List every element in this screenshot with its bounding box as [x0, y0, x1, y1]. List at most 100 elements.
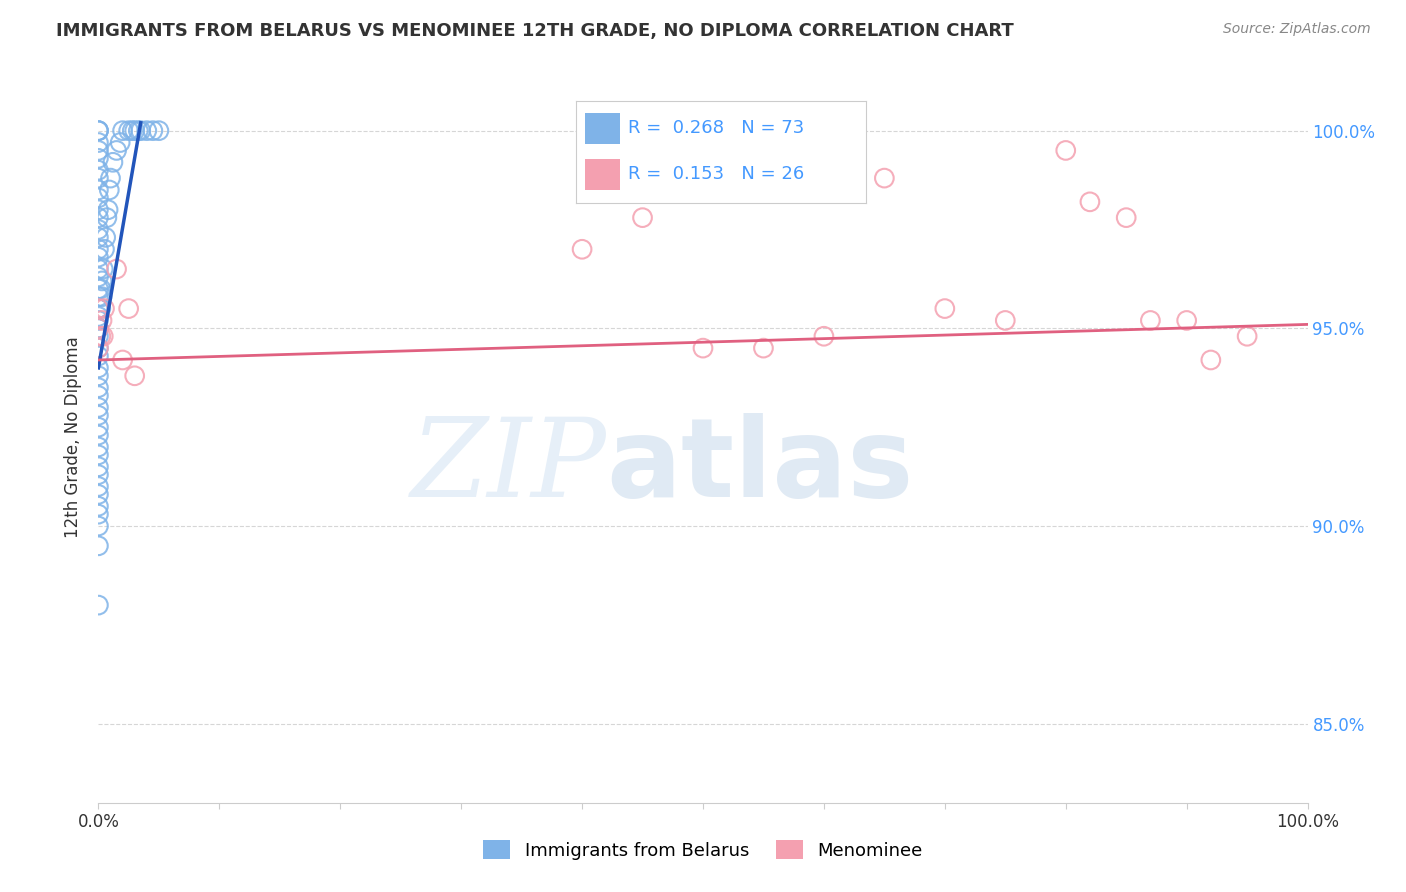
Point [96, 211, 118, 225]
Point [87, 290, 110, 304]
Point [87, 136, 110, 150]
Point [1054, 144, 1077, 158]
Point [87, 301, 110, 316]
Point [87, 171, 110, 186]
Text: IMMIGRANTS FROM BELARUS VS MENOMINEE 12TH GRADE, NO DIPLOMA CORRELATION CHART: IMMIGRANTS FROM BELARUS VS MENOMINEE 12T… [56, 22, 1014, 40]
Point [87, 341, 110, 355]
Point [87, 341, 110, 355]
Point [87, 222, 110, 236]
Point [87, 301, 110, 316]
Point [631, 211, 654, 225]
Point [873, 171, 896, 186]
Point [127, 123, 149, 137]
Point [118, 123, 141, 137]
Point [87, 401, 110, 415]
Point [87, 459, 110, 474]
Point [87, 507, 110, 521]
Point [1115, 211, 1137, 225]
Point [87, 487, 110, 501]
Point [91, 290, 114, 304]
Point [994, 313, 1017, 327]
Point [87, 250, 110, 264]
Point [121, 123, 143, 137]
Point [752, 341, 775, 355]
Point [571, 242, 593, 256]
Point [87, 500, 110, 514]
Point [87, 123, 110, 137]
Point [87, 321, 110, 335]
Point [87, 381, 110, 395]
Point [87, 301, 110, 316]
Point [87, 242, 110, 256]
Point [87, 349, 110, 363]
Point [135, 123, 157, 137]
Point [87, 539, 110, 553]
Point [87, 282, 110, 296]
Point [87, 123, 110, 137]
Point [87, 428, 110, 442]
Point [94, 230, 117, 244]
Point [87, 467, 110, 482]
Point [98, 183, 121, 197]
Point [124, 123, 146, 137]
Point [91, 274, 114, 288]
Point [87, 269, 110, 284]
Point [90, 301, 112, 316]
Point [87, 144, 110, 158]
Point [87, 420, 110, 434]
Point [87, 448, 110, 462]
Point [93, 242, 115, 256]
Point [87, 301, 110, 316]
Point [87, 310, 110, 324]
Point [87, 329, 110, 343]
Point [87, 313, 110, 327]
Point [91, 329, 114, 343]
Text: atlas: atlas [606, 413, 914, 520]
Point [87, 321, 110, 335]
Point [87, 262, 110, 277]
Point [105, 262, 128, 277]
Point [111, 123, 134, 137]
Point [105, 144, 128, 158]
Point [93, 301, 115, 316]
Point [148, 123, 170, 137]
Point [87, 191, 110, 205]
Point [101, 155, 124, 169]
Point [91, 313, 114, 327]
Point [87, 440, 110, 454]
Point [87, 211, 110, 225]
Point [1139, 313, 1161, 327]
Point [87, 123, 110, 137]
Point [100, 171, 122, 186]
Point [87, 360, 110, 375]
Point [91, 262, 114, 277]
Point [1078, 194, 1101, 209]
Point [1199, 353, 1222, 368]
Point [129, 123, 152, 137]
Point [87, 163, 110, 178]
Point [1236, 329, 1258, 343]
Legend: Immigrants from Belarus, Menominee: Immigrants from Belarus, Menominee [475, 833, 931, 867]
Point [108, 136, 131, 150]
Y-axis label: 12th Grade, No Diploma: 12th Grade, No Diploma [65, 336, 83, 538]
Point [692, 341, 714, 355]
Point [87, 202, 110, 217]
Point [97, 202, 120, 217]
Point [118, 301, 141, 316]
Point [87, 368, 110, 383]
Point [87, 519, 110, 533]
Point [142, 123, 165, 137]
Point [90, 329, 112, 343]
Point [87, 409, 110, 423]
Point [87, 321, 110, 335]
Point [87, 479, 110, 493]
Point [87, 152, 110, 166]
Point [87, 388, 110, 402]
Point [934, 301, 956, 316]
Point [124, 368, 146, 383]
Point [111, 353, 134, 368]
Point [813, 329, 835, 343]
Text: ZIP: ZIP [411, 413, 606, 520]
Point [87, 321, 110, 335]
Point [87, 598, 110, 612]
